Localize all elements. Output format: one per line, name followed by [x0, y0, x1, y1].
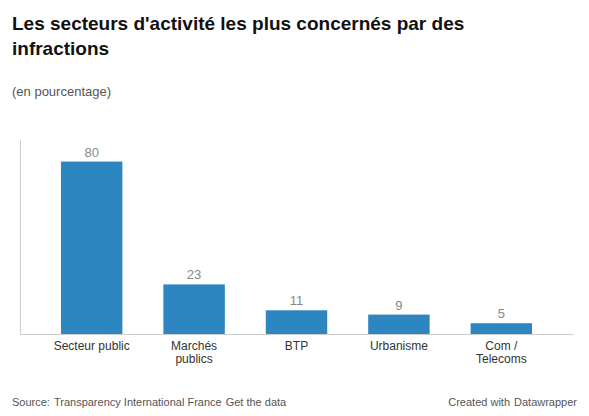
x-tick-label: BTP — [285, 339, 308, 353]
bars — [61, 162, 532, 334]
bar — [163, 284, 224, 334]
plot: 80 23 11 9 5 Secteur public Marchéspublics BTP U… — [21, 141, 574, 367]
x-axis: Secteur public Marchéspublics BTP Urbanisme… — [21, 335, 574, 367]
x-tick-label: Marchéspublics — [171, 339, 217, 367]
chart: Les secteurs d'activité les plus concern… — [0, 0, 589, 416]
y-axis — [20, 141, 21, 335]
annotation: Get the data — [226, 396, 287, 408]
title: Les secteurs d'activité les plus concern… — [12, 13, 464, 59]
annotation: Transparency International France — [54, 396, 222, 408]
annotation: Created with — [448, 396, 510, 408]
x-tick: Urbanisme — [370, 339, 428, 353]
y-axis-line — [20, 141, 21, 335]
data-label: 23 — [187, 267, 201, 282]
subtitle: (en pourcentage) — [12, 84, 111, 99]
data-label: 80 — [84, 145, 98, 160]
data-label: 9 — [395, 298, 402, 313]
bar — [471, 323, 532, 334]
annotation: Datawrapper — [514, 396, 577, 408]
bar — [266, 310, 327, 334]
bar — [61, 162, 122, 334]
data-label: 11 — [290, 293, 304, 308]
data-labels: 80 23 11 9 5 — [84, 145, 504, 322]
data-label: 5 — [498, 306, 505, 321]
footer: Source: Transparency International France… — [12, 396, 577, 408]
x-tick: Com /Telecoms — [476, 339, 527, 367]
x-tick-label: Com /Telecoms — [476, 339, 527, 367]
annotation: Source: — [12, 396, 50, 408]
x-tick-label: Urbanisme — [370, 339, 428, 353]
x-tick: Marchéspublics — [171, 339, 217, 367]
bar — [368, 315, 429, 334]
x-tick: Secteur public — [54, 339, 130, 353]
x-tick: BTP — [285, 339, 308, 353]
x-tick-label: Secteur public — [54, 339, 130, 353]
x-axis-line — [21, 334, 574, 335]
